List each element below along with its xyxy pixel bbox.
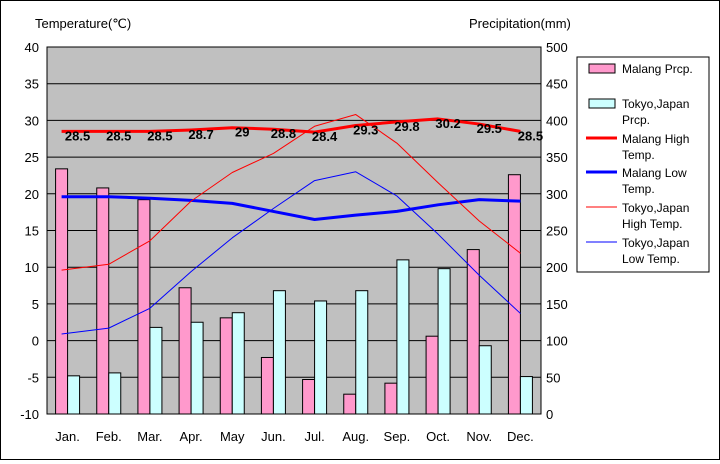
left-tick-label: -5	[27, 370, 39, 385]
tokyo-prcp-bar	[67, 375, 81, 415]
left-tick-label: 40	[25, 40, 39, 55]
x-tick-label: Apr.	[180, 429, 203, 444]
x-tick-label: Nov.	[466, 429, 492, 444]
malang-prcp-bar	[343, 393, 357, 415]
malang-prcp-bar	[384, 382, 398, 415]
x-tick-label: Dec.	[507, 429, 534, 444]
left-tick-label: 0	[32, 334, 39, 349]
malang-prcp-bar	[55, 168, 69, 415]
data-label: 29.3	[353, 123, 378, 138]
legend-malang-prcp-label: Malang Prcp.	[622, 62, 693, 76]
tokyo-prcp-bar	[437, 268, 451, 415]
tokyo-prcp-bar	[272, 290, 286, 415]
legend-tokyo-high-label: Tokyo,Japan	[622, 201, 689, 215]
x-tick-label: Sep.	[384, 429, 411, 444]
left-tick-label: 15	[25, 224, 39, 239]
legend-malang-low-label: Malang Low	[622, 166, 687, 180]
malang-prcp-bar	[466, 249, 480, 415]
malang-prcp-bar	[507, 174, 521, 415]
x-tick-label: Oct.	[426, 429, 450, 444]
x-tick-label: May	[220, 429, 245, 444]
legend-tokyo-prcp-label: Tokyo,Japan	[622, 97, 689, 111]
tokyo-prcp-bar	[231, 312, 245, 415]
malang-prcp-bar	[425, 335, 439, 415]
left-tick-label: 30	[25, 113, 39, 128]
right-tick-label: 0	[546, 407, 553, 422]
malang-prcp-bar	[96, 187, 110, 415]
x-tick-label: Jun.	[261, 429, 286, 444]
legend-box	[576, 56, 710, 273]
legend-malang-prcp-swatch	[588, 63, 616, 74]
left-axis-title: Temperature(℃)	[35, 16, 131, 31]
malang-low-line	[61, 195, 521, 221]
left-tick-label: 25	[25, 150, 39, 165]
data-label: 28.7	[188, 127, 213, 142]
x-tick-label: Aug.	[342, 429, 369, 444]
tokyo-prcp-bar	[108, 372, 122, 415]
left-tick-label: 10	[25, 260, 39, 275]
data-label: 28.5	[518, 128, 543, 143]
left-tick-label: 20	[25, 187, 39, 202]
right-tick-label: 300	[546, 187, 568, 202]
legend-tokyo-prcp-swatch	[588, 98, 616, 109]
right-tick-label: 200	[546, 260, 568, 275]
data-label: 29.8	[394, 119, 419, 134]
right-tick-label: 350	[546, 150, 568, 165]
legend-tokyo-high-label: High Temp.	[622, 217, 682, 231]
data-label: 28.4	[312, 129, 338, 144]
tokyo-prcp-bar	[519, 376, 533, 415]
x-tick-label: Jan.	[55, 429, 80, 444]
right-tick-label: 150	[546, 297, 568, 312]
left-tick-label: 5	[32, 297, 39, 312]
tokyo-prcp-bar	[396, 259, 410, 415]
tokyo-prcp-bar	[149, 326, 163, 415]
data-label: 29	[235, 125, 249, 140]
legend-malang-low-label: Temp.	[622, 182, 655, 196]
tokyo-prcp-bar	[190, 321, 204, 415]
legend-malang-high-label: Temp.	[622, 148, 655, 162]
tokyo-prcp-bar	[478, 345, 492, 415]
legend: Malang Prcp. Tokyo,Japan Prcp. Malang High T…	[576, 56, 710, 273]
malang-prcp-bar	[302, 379, 316, 415]
malang-prcp-bar	[178, 287, 192, 415]
right-tick-label: 500	[546, 40, 568, 55]
legend-tokyo-low-label: Low Temp.	[622, 252, 680, 266]
data-label: 28.5	[65, 128, 90, 143]
right-tick-label: 100	[546, 334, 568, 349]
right-tick-label: 50	[546, 370, 560, 385]
left-tick-label: 35	[25, 77, 39, 92]
right-tick-label: 250	[546, 224, 568, 239]
legend-tokyo-low-label: Tokyo,Japan	[622, 236, 689, 250]
tokyo-low-line	[61, 171, 521, 335]
data-label: 28.5	[106, 128, 131, 143]
malang-prcp-bar	[137, 199, 151, 415]
data-label: 28.5	[147, 128, 172, 143]
x-tick-label: Feb.	[96, 429, 122, 444]
tokyo-prcp-bar	[314, 300, 328, 415]
malang-high-line	[61, 117, 521, 134]
x-tick-label: Jul.	[304, 429, 324, 444]
right-tick-label: 450	[546, 77, 568, 92]
malang-prcp-bar	[219, 317, 233, 415]
left-tick-label: -10	[20, 407, 39, 422]
x-tick-label: Mar.	[137, 429, 162, 444]
data-label: 29.5	[477, 121, 502, 136]
legend-malang-high-label: Malang High	[622, 132, 689, 146]
tokyo-prcp-bar	[355, 290, 369, 415]
right-axis-title: Precipitation(mm)	[469, 16, 571, 31]
data-label: 28.8	[271, 126, 296, 141]
malang-prcp-bar	[260, 356, 274, 415]
legend-tokyo-prcp-label: Prcp.	[622, 113, 650, 127]
data-label: 30.2	[435, 116, 460, 131]
tokyo-high-line	[61, 114, 521, 271]
right-tick-label: 400	[546, 113, 568, 128]
